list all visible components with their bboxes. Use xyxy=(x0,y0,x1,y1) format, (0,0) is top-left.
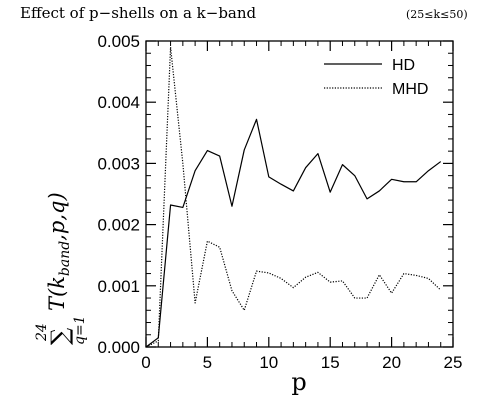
x-tick-label: 5 xyxy=(203,353,212,372)
y-axis-label: 24 ∑ q=1 T(kband,p,q) xyxy=(34,192,88,345)
y-tick-label: 0.004 xyxy=(97,93,140,112)
y-axis-ticks xyxy=(146,40,453,348)
legend-label-mhd: MHD xyxy=(392,81,428,98)
x-axis-tick-labels: 0 5 10 15 20 25 xyxy=(141,353,462,372)
x-tick-label: 15 xyxy=(321,353,340,372)
y-label-expression: T(kband,p,q) xyxy=(45,192,73,311)
y-tick-label: 0.003 xyxy=(97,154,140,173)
legend: HD MHD xyxy=(324,57,428,98)
x-tick-label: 20 xyxy=(382,353,401,372)
y-tick-label: 0.002 xyxy=(97,216,140,235)
y-label-sum-sign: ∑ xyxy=(46,328,74,345)
chart-title: Effect of p−shells on a k−band xyxy=(20,4,257,22)
x-axis-label: p xyxy=(291,368,306,396)
x-tick-label: 25 xyxy=(444,353,463,372)
y-label-sum-lower: q=1 xyxy=(72,315,88,345)
plot-frame xyxy=(145,40,454,348)
y-tick-label: 0.000 xyxy=(97,338,140,357)
y-tick-label: 0.001 xyxy=(97,277,140,296)
x-axis-ticks xyxy=(145,41,454,347)
legend-label-hd: HD xyxy=(392,57,415,74)
y-label-expr-sub: band xyxy=(57,241,73,276)
y-label-expr-tail: ,p,q) xyxy=(45,192,69,240)
x-tick-label: 0 xyxy=(141,353,150,372)
series-line-mhd xyxy=(145,46,442,348)
y-label-sum-upper: 24 xyxy=(34,323,50,342)
y-label-expr-main: T(k xyxy=(45,276,69,311)
series-line-hd xyxy=(145,118,442,348)
series-layer xyxy=(145,46,442,348)
x-tick-label: 10 xyxy=(259,353,278,372)
chart-title-range: (25≤k≤50) xyxy=(406,8,468,21)
y-tick-label: 0.005 xyxy=(97,32,140,51)
y-axis-tick-labels: 0.000 0.001 0.002 0.003 0.004 0.005 xyxy=(97,32,140,357)
